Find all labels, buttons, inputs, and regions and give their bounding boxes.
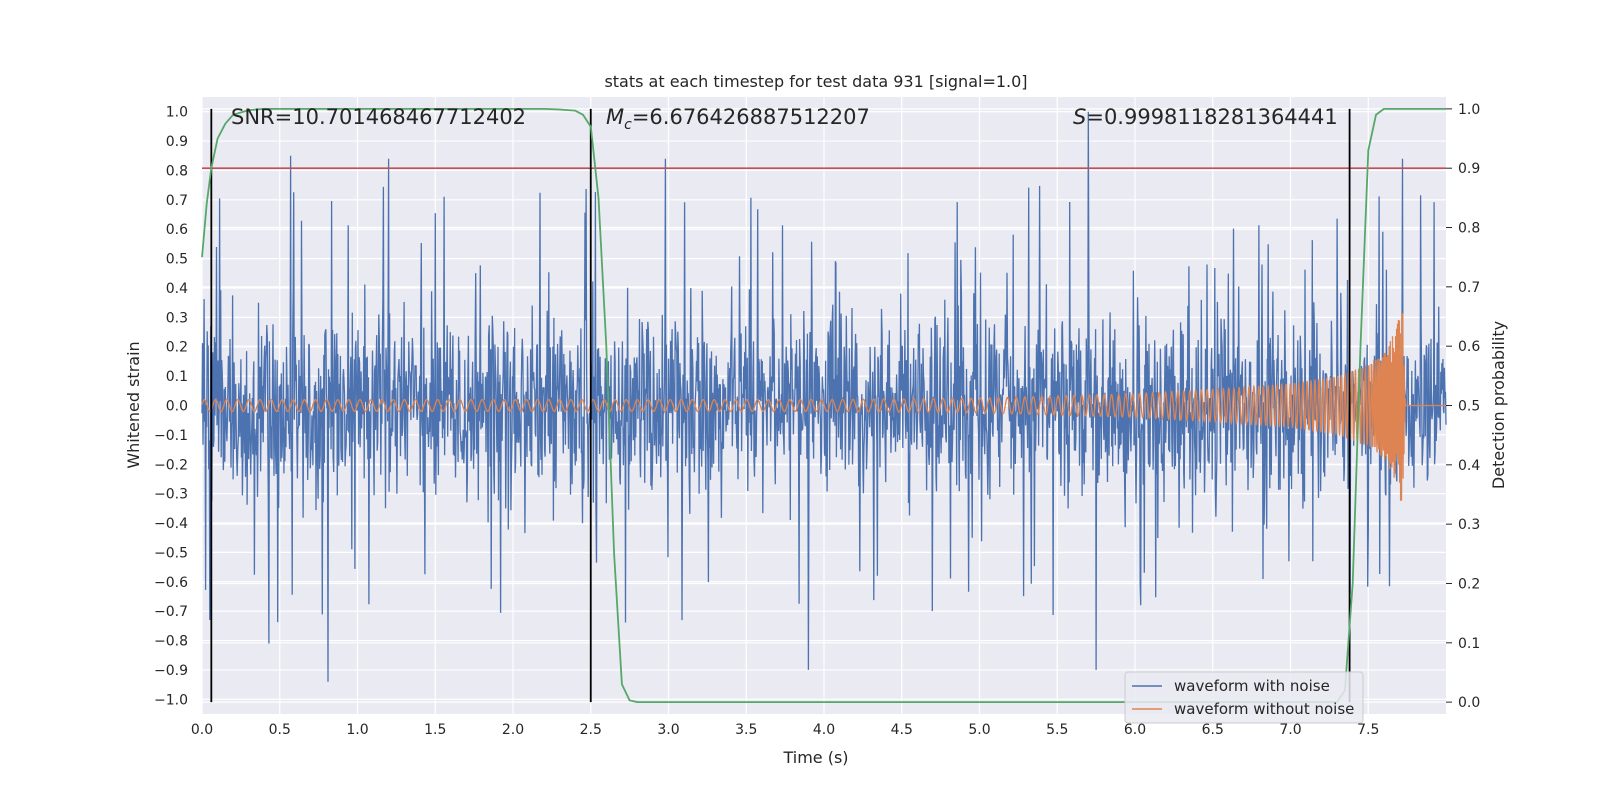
x-tick-label: 3.5	[735, 722, 757, 738]
y-tick-label-left: −0.4	[154, 516, 188, 532]
y-tick-label-right: 0.7	[1458, 280, 1480, 296]
y-tick-label-left: −0.6	[154, 575, 188, 591]
x-tick-label: 4.0	[813, 722, 835, 738]
spin-annotation: S=0.9998118281364441	[1073, 105, 1338, 129]
y-tick-label-left: −0.2	[154, 457, 188, 473]
x-tick-label: 3.0	[657, 722, 679, 738]
x-tick-labels: 0.0 0.5 1.0 1.5 2.0 2.5 3.0 3.5 4.0 4.5 5.0 5.5 6.0 6…	[191, 722, 1380, 738]
chirp-mass-value: =6.676426887512207	[632, 105, 870, 129]
spin-value: =0.9998118281364441	[1086, 105, 1337, 129]
y-axis-label-right: Detection probability	[1489, 321, 1508, 489]
y-tick-label-left: 0.7	[166, 193, 188, 209]
y-tick-label-right: 0.2	[1458, 576, 1480, 592]
y-axis-label-left: Whitened strain	[124, 341, 143, 468]
y-tick-label-right: 0.0	[1458, 695, 1480, 711]
chirp-mass-subscript: c	[624, 117, 632, 133]
y-tick-label-left: −0.7	[154, 604, 188, 620]
y-tick-label-left: 0.8	[166, 163, 188, 179]
y-tick-label-left: 0.0	[166, 399, 188, 415]
y-tick-label-right: 0.3	[1458, 517, 1480, 533]
waveform-without-noise-line	[201, 313, 1446, 501]
x-tick-label: 1.0	[346, 722, 368, 738]
vertical-markers	[210, 108, 1351, 703]
x-tick-label: 2.5	[580, 722, 602, 738]
y-tick-label-left: 0.6	[166, 222, 188, 238]
x-tick-label: 4.5	[891, 722, 913, 738]
y-tick-label-left: 0.9	[166, 134, 188, 150]
y-tick-label-left: −0.5	[154, 545, 188, 561]
y-tick-label-left: 0.5	[166, 252, 188, 268]
legend-label-clean: waveform without noise	[1174, 700, 1354, 718]
y-tick-label-right: 1.0	[1458, 102, 1480, 118]
y-tick-label-right: 0.8	[1458, 221, 1480, 237]
snr-annotation: SNR=10.701468467712402	[231, 105, 526, 129]
y-tick-label-right: 0.9	[1458, 161, 1480, 177]
y-tick-label-right: 0.1	[1458, 636, 1480, 652]
legend-box	[1124, 671, 1364, 724]
y-tick-label-left: 0.4	[166, 281, 188, 297]
y-tick-label-left: 0.1	[166, 369, 188, 385]
spin-symbol: S	[1073, 105, 1086, 129]
y-tick-label-left: 0.3	[166, 310, 188, 326]
x-tick-label: 0.5	[269, 722, 291, 738]
y-tick-label-left: −0.8	[154, 634, 188, 650]
y-tick-labels-left: 1.0 0.9 0.8 0.7 0.6 0.5 0.4 0.3 0.2 0.1 0.0 −0.1 −0.…	[154, 105, 188, 709]
y-tick-labels-right: 1.0 0.9 0.8 0.7 0.6 0.5 0.4 0.3 0.2 0.1 0.0	[1446, 102, 1480, 711]
x-tick-label: 6.0	[1124, 722, 1146, 738]
detection-probability-line	[201, 108, 1446, 703]
y-tick-label-left: −1.0	[154, 692, 188, 708]
y-tick-label-left: −0.3	[154, 487, 188, 503]
y-tick-label-right: 0.5	[1458, 399, 1480, 415]
chart-title: stats at each timestep for test data 931…	[604, 72, 1027, 91]
chirp-mass-annotation: Mc=6.676426887512207	[606, 105, 870, 133]
y-tick-label-right: 0.4	[1458, 458, 1480, 474]
x-tick-label: 0.0	[191, 722, 213, 738]
x-axis-label: Time (s)	[782, 748, 848, 767]
x-tick-label: 7.0	[1279, 722, 1301, 738]
legend: waveform with noise waveform without noi…	[1124, 671, 1364, 724]
x-tick-label: 2.0	[502, 722, 524, 738]
y-tick-label-left: −0.1	[154, 428, 188, 444]
x-tick-label: 1.5	[424, 722, 446, 738]
waveform-without-noise-path	[201, 313, 1446, 501]
y-tick-label-left: 0.2	[166, 340, 188, 356]
x-tick-label: 7.5	[1357, 722, 1379, 738]
y-tick-label-left: −0.9	[154, 663, 188, 679]
chirp-mass-symbol: M	[606, 105, 624, 129]
x-tick-label: 5.0	[968, 722, 990, 738]
detection-probability-path	[201, 108, 1446, 703]
y-tick-label-right: 0.6	[1458, 339, 1480, 355]
x-tick-label: 5.5	[1046, 722, 1068, 738]
y-tick-label-left: 1.0	[166, 105, 188, 121]
x-tick-label: 6.5	[1202, 722, 1224, 738]
legend-label-noise: waveform with noise	[1174, 677, 1330, 695]
